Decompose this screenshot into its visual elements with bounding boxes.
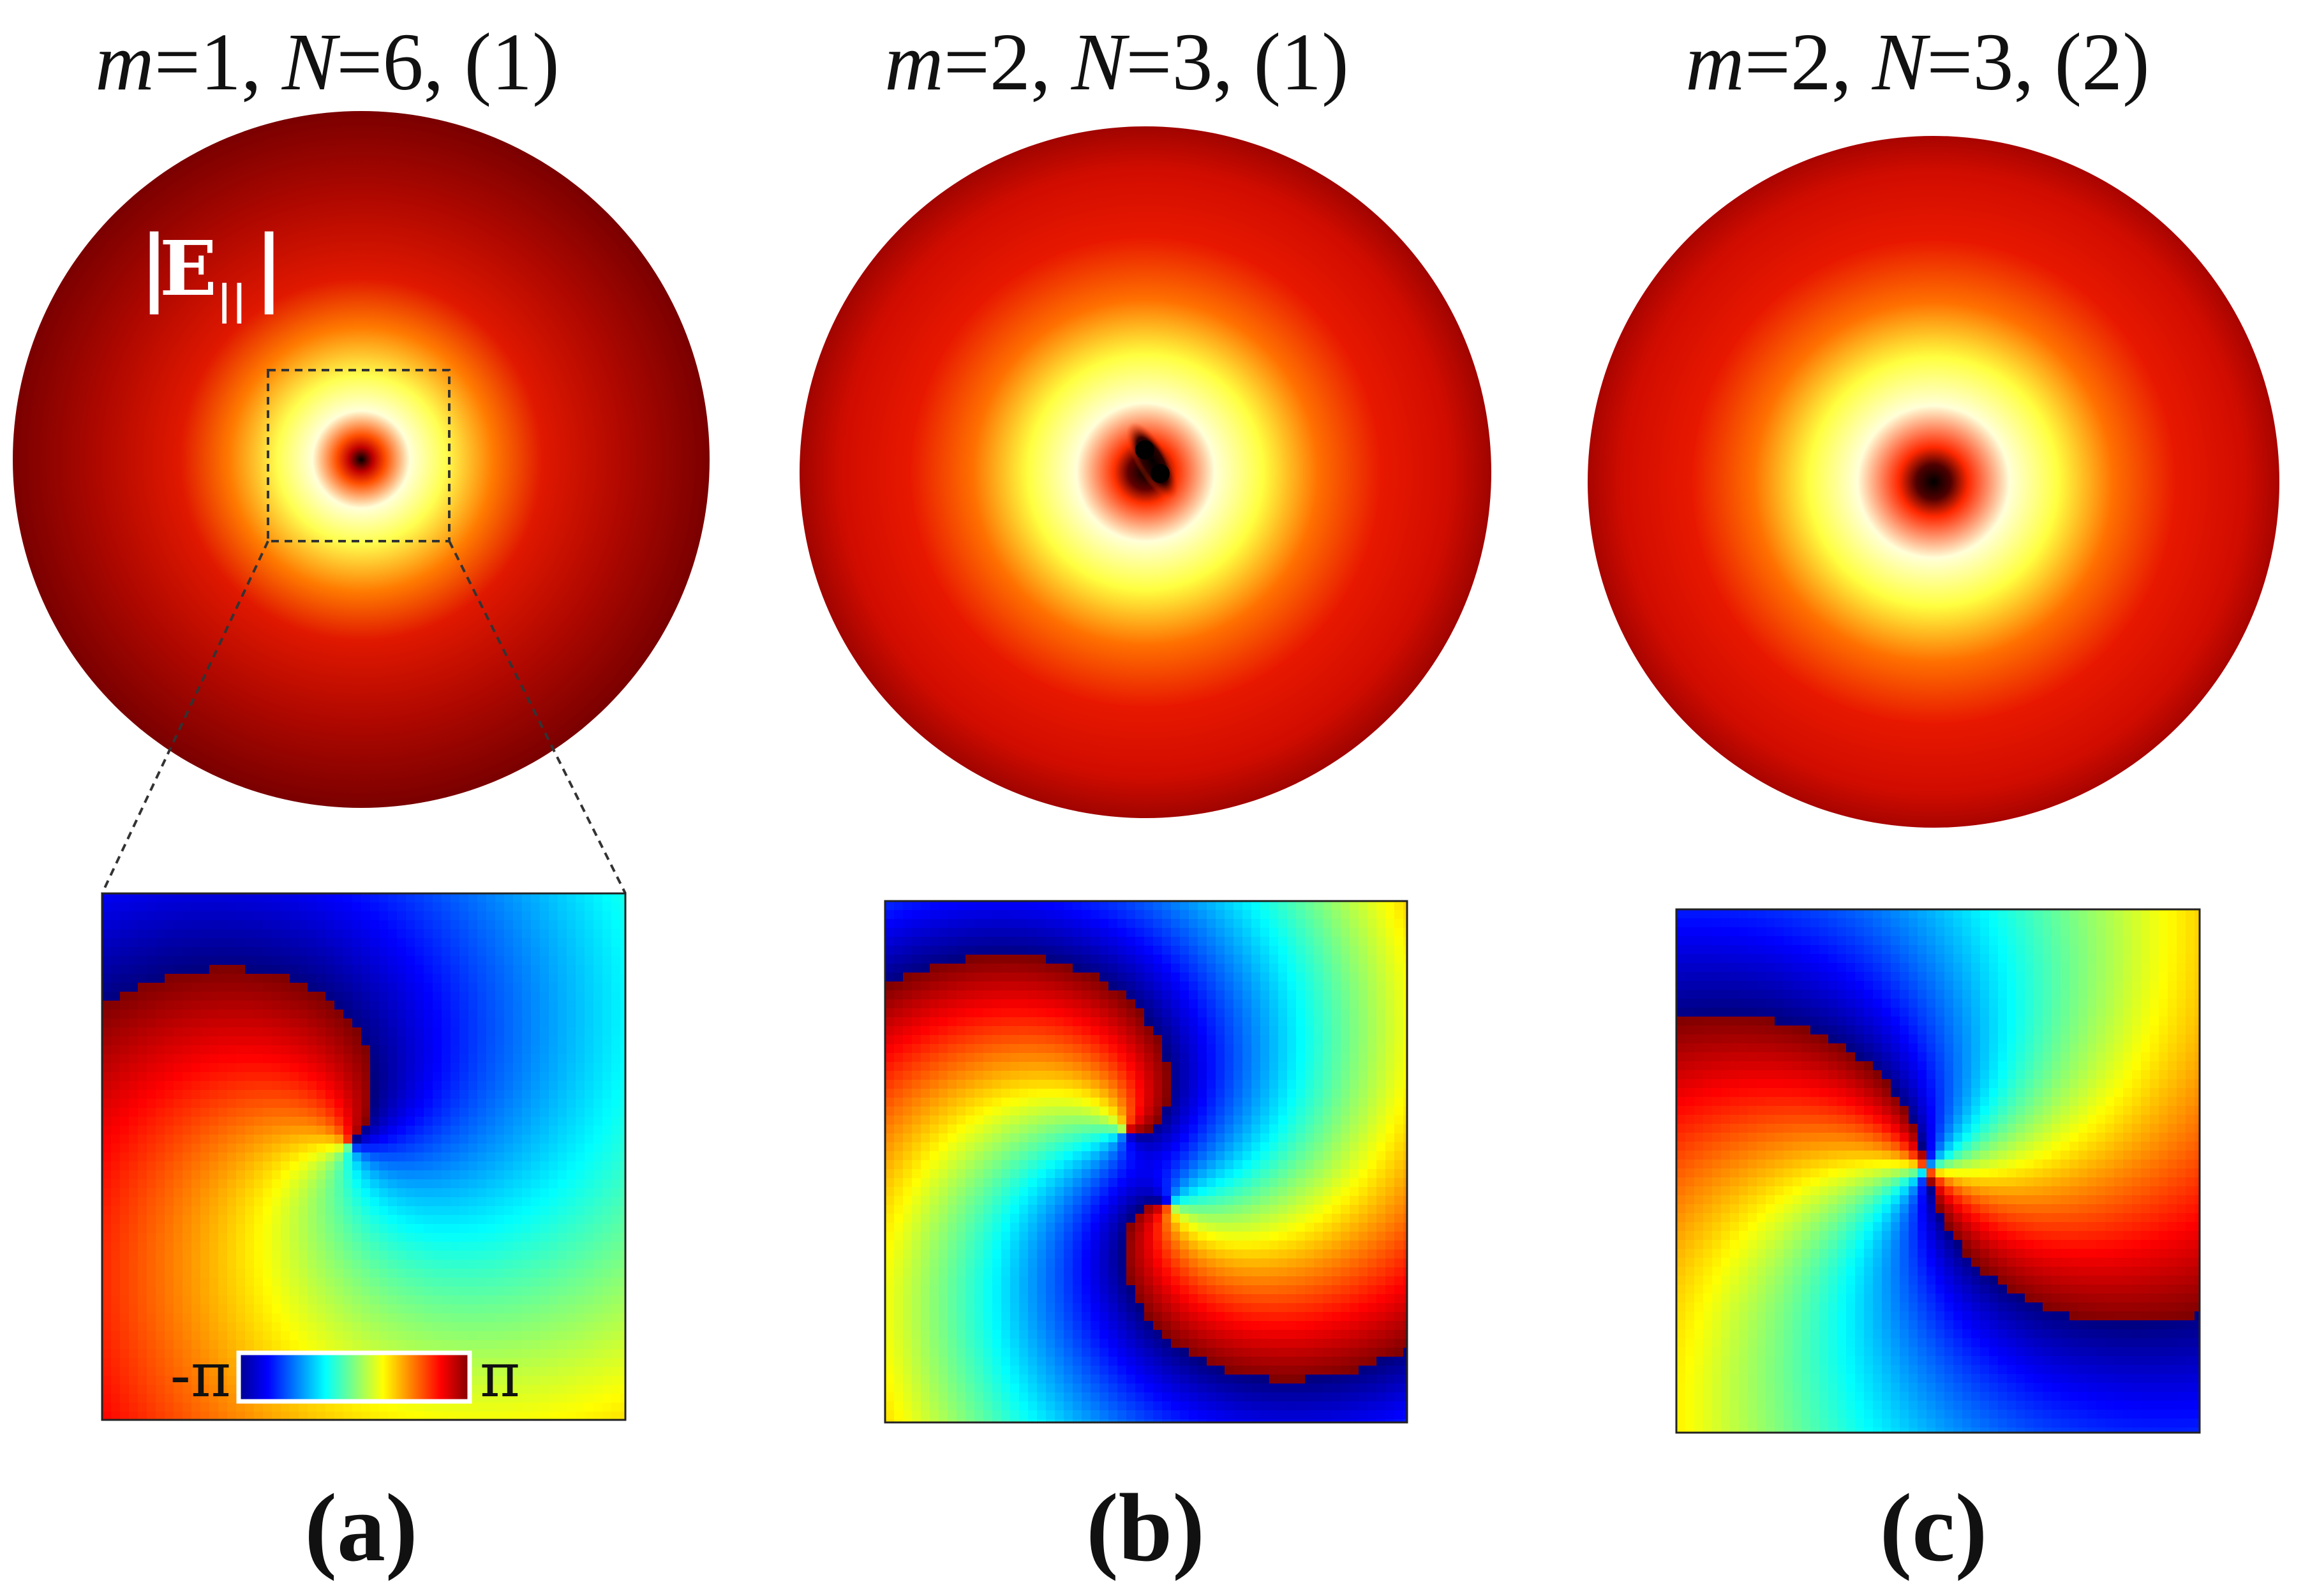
panel-b-phase-field [885,901,1407,1422]
panel-a-amplitude-disc [13,111,710,808]
colorbar-min-label: -π [170,1339,231,1411]
svg-text:E: E [160,224,217,313]
panel-a-label: (a) [304,1474,417,1581]
field-label: | E || | [139,217,284,324]
panel-b-title: m=2, N=3, (1) [884,17,1348,107]
panel-c-phase-field [1676,909,2200,1433]
zoom-region-box [267,369,451,542]
svg-text:|: | [139,217,169,315]
panel-b-phase-map [884,900,1408,1424]
svg-text:|: | [254,217,284,315]
colorbar-max-label: π [480,1339,520,1411]
panel-a-phase-map [101,892,627,1421]
zoom-guide-left [101,541,269,894]
zoom-guide-right [448,541,627,894]
panel-c-label: (c) [1880,1474,1988,1581]
panel-b-label: (b) [1086,1474,1205,1581]
panel-c-amplitude-disc [1588,136,2279,828]
panel-c-title: m=2, N=3, (2) [1685,17,2149,107]
panel-c-phase-map [1675,908,2201,1434]
panel-b-split-core [1126,422,1179,500]
panel-a-phase-field [102,893,625,1420]
colorbar-gradient [236,1350,472,1404]
phase-colorbar: -π π [170,1339,520,1411]
panel-a-title: m=1, N=6, (1) [95,17,559,107]
svg-text:||: || [217,276,247,324]
